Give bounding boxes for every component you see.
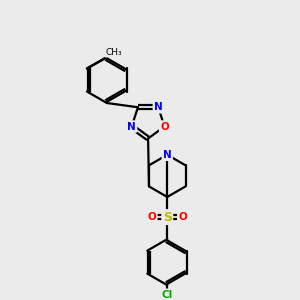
Text: N: N [127,122,136,132]
Text: N: N [154,102,163,112]
Text: Cl: Cl [162,290,173,300]
Text: O: O [160,122,169,132]
Text: S: S [163,211,172,224]
Text: N: N [163,150,172,160]
Text: CH₃: CH₃ [105,48,122,57]
Text: O: O [178,212,187,222]
Text: O: O [148,212,156,222]
